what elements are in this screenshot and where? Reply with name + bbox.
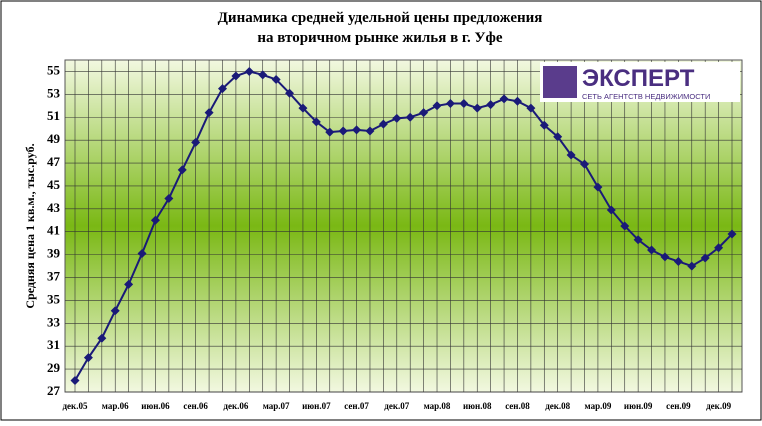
x-tick-label: июн.08 — [463, 401, 492, 411]
y-tick-label: 37 — [47, 269, 61, 284]
point-marker — [177, 165, 187, 175]
x-tick-label: дек.07 — [384, 401, 409, 411]
point-marker — [392, 113, 402, 123]
point-marker — [298, 103, 308, 113]
point-marker — [124, 279, 134, 289]
logo-name: ЭКСПЕРТ — [582, 65, 695, 92]
point-marker — [191, 137, 201, 147]
x-tick-label: дек.09 — [706, 401, 731, 411]
x-tick-label: дек.08 — [545, 401, 570, 411]
point-marker — [164, 194, 174, 204]
point-marker — [378, 119, 388, 129]
y-tick-label: 39 — [47, 246, 61, 261]
point-marker — [486, 100, 496, 110]
point-marker — [647, 245, 657, 255]
point-marker — [606, 205, 616, 215]
y-tick-label: 27 — [47, 383, 61, 398]
point-marker — [593, 182, 603, 192]
point-marker — [459, 99, 469, 109]
x-tick-label: дек.05 — [63, 401, 88, 411]
point-marker — [244, 66, 254, 76]
y-tick-label: 31 — [47, 337, 60, 352]
y-axis-label: Средняя цена 1 кв.м., тыс.руб. — [23, 143, 37, 308]
point-marker — [83, 353, 93, 363]
point-marker — [231, 71, 241, 81]
y-tick-label: 51 — [47, 108, 60, 123]
point-marker — [512, 96, 522, 106]
point-marker — [499, 94, 509, 104]
point-marker — [566, 150, 576, 160]
point-marker — [700, 253, 710, 263]
point-marker — [553, 132, 563, 142]
point-marker — [432, 101, 442, 111]
point-marker — [714, 243, 724, 253]
logo: ЭКСПЕРТ СЕТЬ АГЕНТСТВ НЕДВИЖИМОСТИ — [540, 62, 740, 102]
x-tick-label: сен.06 — [183, 401, 208, 411]
point-marker — [217, 84, 227, 94]
x-tick-label: июн.06 — [141, 401, 170, 411]
x-tick-label: сен.09 — [666, 401, 691, 411]
point-marker — [620, 221, 630, 231]
point-marker — [445, 99, 455, 109]
point-marker — [110, 306, 120, 316]
x-tick-label: июн.09 — [624, 401, 653, 411]
point-marker — [633, 235, 643, 245]
x-tick-label: сен.07 — [344, 401, 369, 411]
y-tick-label: 29 — [47, 360, 61, 375]
point-marker — [539, 120, 549, 130]
point-marker — [70, 376, 80, 386]
point-marker — [137, 248, 147, 258]
logo-icon — [543, 66, 577, 98]
point-marker — [285, 88, 295, 98]
point-marker — [727, 229, 737, 239]
point-marker — [472, 103, 482, 113]
x-tick-label: мар.06 — [102, 401, 129, 411]
point-marker — [660, 252, 670, 262]
y-tick-label: 45 — [47, 177, 61, 192]
point-marker — [204, 108, 214, 118]
y-tick-label: 43 — [47, 200, 61, 215]
x-tick-label: мар.07 — [263, 401, 290, 411]
point-marker — [338, 126, 348, 136]
y-tick-label: 47 — [47, 154, 61, 169]
point-marker — [526, 103, 536, 113]
y-tick-label: 35 — [47, 291, 61, 306]
y-tick-label: 53 — [47, 85, 61, 100]
plot-area — [64, 59, 743, 393]
point-marker — [150, 215, 160, 225]
point-marker — [405, 112, 415, 122]
x-tick-label: июн.07 — [302, 401, 331, 411]
x-tick-label: мар.09 — [585, 401, 612, 411]
point-marker — [311, 117, 321, 127]
point-marker — [687, 261, 697, 271]
y-tick-label: 33 — [47, 314, 61, 329]
logo-tagline: СЕТЬ АГЕНТСТВ НЕДВИЖИМОСТИ — [582, 92, 710, 101]
point-marker — [365, 126, 375, 136]
point-marker — [419, 108, 429, 118]
x-tick-label: сен.08 — [505, 401, 530, 411]
y-tick-label: 55 — [47, 62, 61, 77]
y-tick-label: 41 — [47, 223, 60, 238]
y-tick-label: 49 — [47, 131, 61, 146]
point-marker — [258, 70, 268, 80]
series-line — [74, 70, 733, 382]
point-marker — [352, 125, 362, 135]
chart-subtitle: на вторичном рынке жилья в г. Уфе — [257, 30, 503, 46]
point-marker — [97, 333, 107, 343]
x-tick-label: мар.08 — [424, 401, 451, 411]
chart-title: Динамика средней удельной цены предложен… — [218, 10, 543, 26]
point-marker — [271, 74, 281, 84]
x-tick-label: дек.06 — [223, 401, 248, 411]
point-marker — [325, 127, 335, 137]
point-marker — [580, 159, 590, 169]
point-marker — [673, 256, 683, 266]
